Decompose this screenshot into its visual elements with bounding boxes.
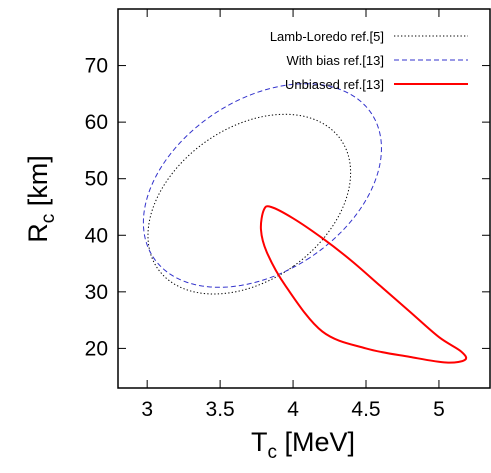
- y-axis-label-sub: c: [38, 214, 59, 224]
- x-axis-label-rest: [MeV]: [277, 427, 355, 457]
- y-tick-label: 60: [85, 111, 108, 134]
- x-tick-label: 4.5: [351, 398, 380, 421]
- series-2-curve: [142, 83, 382, 288]
- y-tick-label: 20: [85, 337, 108, 360]
- y-axis-label: Rc [km]: [23, 155, 59, 243]
- x-tick-label: 5: [433, 398, 445, 421]
- y-tick-label: 40: [85, 224, 108, 247]
- axis-ticks: 3 3.5 4 4.5 5 20 30 40 50 60 70: [85, 9, 490, 421]
- x-tick-label: 3: [141, 398, 153, 421]
- x-axis-label: Tc [MeV]: [251, 427, 355, 463]
- legend-label: Unbiased ref.[13]: [285, 77, 384, 92]
- series-3-curve: [259, 205, 468, 364]
- legend: Lamb-Loredo ref.[5] With bias ref.[13] Unb…: [270, 29, 468, 92]
- y-tick-label: 70: [85, 55, 108, 78]
- series-1-curve: [147, 113, 352, 295]
- y-tick-label: 30: [85, 281, 108, 304]
- legend-label: With bias ref.[13]: [286, 53, 384, 68]
- legend-label: Lamb-Loredo ref.[5]: [270, 29, 384, 44]
- x-tick-label: 4: [287, 398, 299, 421]
- plot-frame: [117, 8, 491, 389]
- x-tick-label: 3.5: [206, 398, 235, 421]
- x-axis-label-main: T: [251, 427, 268, 457]
- y-axis-label-rest: [km]: [23, 155, 53, 214]
- y-axis-label-main: R: [23, 223, 53, 243]
- x-axis-label-sub: c: [267, 442, 277, 463]
- series-layer: [142, 83, 468, 364]
- y-tick-label: 50: [85, 168, 108, 191]
